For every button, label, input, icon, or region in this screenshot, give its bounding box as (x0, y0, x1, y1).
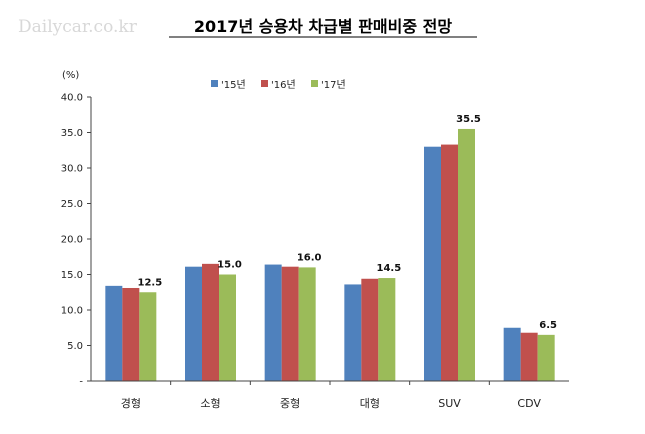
data-labels: 12.5 15.0 16.0 14.5 35.5 6.5 (137, 114, 557, 331)
legend-label: '16년 (271, 79, 296, 91)
data-label: 14.5 (376, 263, 401, 274)
category-label: 대형 (360, 397, 380, 410)
y-tick-label: 35.0 (61, 128, 83, 139)
bar (105, 285, 123, 381)
legend-swatch (311, 80, 318, 87)
y-tick-label: 30.0 (61, 164, 83, 175)
chart-title: 2017년 승용차 차급별 판매비중 전망 (194, 17, 452, 36)
bar (219, 274, 236, 381)
y-tick-label: 10.0 (61, 306, 83, 317)
bar (185, 266, 202, 381)
legend: '15년 '16년 '17년 (211, 79, 346, 91)
y-tick-label: 40.0 (61, 93, 83, 104)
y-tick-label: 15.0 (61, 270, 83, 281)
y-tick-label: 20.0 (61, 235, 83, 246)
data-label: 6.5 (539, 320, 557, 331)
data-label: 16.0 (297, 252, 322, 263)
bars (105, 128, 555, 381)
bar (520, 332, 538, 381)
bar (537, 334, 555, 381)
category-labels: 경형 소형 중형 대형 SUV CDV (121, 381, 541, 410)
data-label: 12.5 (137, 277, 162, 288)
category-label: SUV (438, 397, 461, 410)
legend-label: '15년 (221, 79, 246, 91)
bar (202, 263, 219, 381)
y-tick-label: - (79, 377, 83, 388)
bar (378, 278, 396, 381)
data-label: 15.0 (217, 260, 242, 271)
legend-label: '17년 (321, 79, 346, 91)
bar (281, 266, 299, 381)
category-label: 경형 (121, 397, 141, 410)
bar (139, 292, 157, 381)
bar (424, 146, 441, 381)
data-label: 35.5 (456, 114, 481, 125)
legend-swatch (261, 80, 268, 87)
y-tick-label: 25.0 (61, 199, 83, 210)
y-tick-label: 5.0 (67, 341, 83, 352)
bar (441, 144, 458, 381)
watermark: Dailycar.co.kr (18, 17, 138, 37)
y-axis-ticks: - 5.0 10.0 15.0 20.0 25.0 30.0 35.0 40.0 (61, 93, 91, 388)
y-axis-unit: (%) (62, 70, 79, 81)
bar (298, 267, 316, 381)
category-label: 중형 (280, 397, 300, 410)
bar (458, 128, 475, 381)
bar (264, 264, 282, 381)
category-label: CDV (517, 397, 541, 410)
bar (122, 287, 140, 381)
bar (361, 278, 379, 381)
bar (503, 327, 521, 381)
legend-swatch (211, 80, 218, 87)
bar (344, 284, 362, 381)
category-label: 소형 (200, 397, 220, 410)
